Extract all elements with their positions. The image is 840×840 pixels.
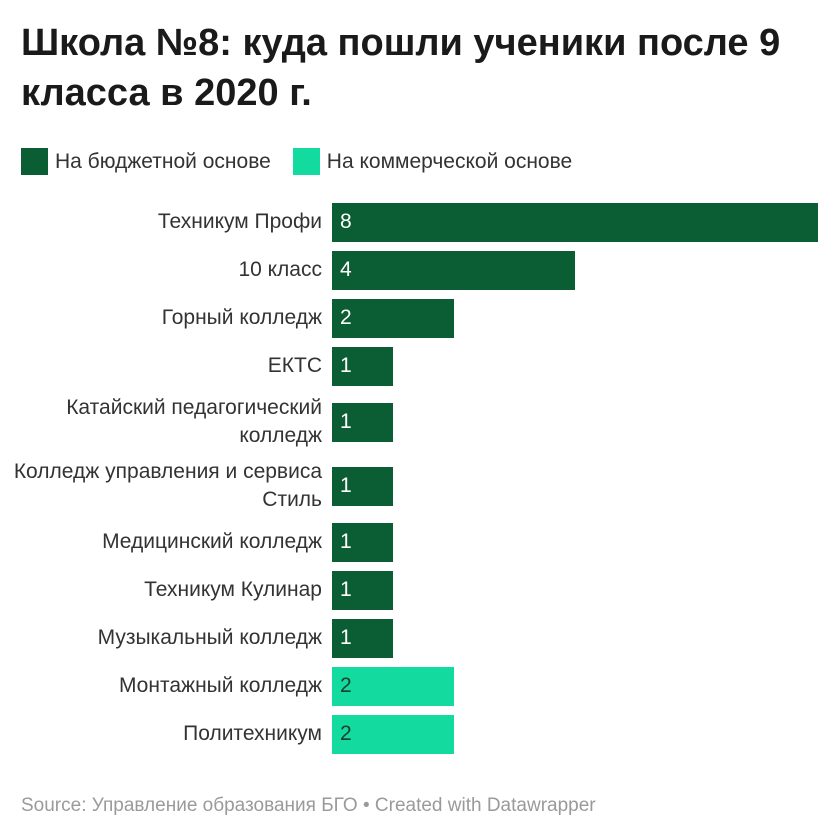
bar-value-label: 1 — [340, 578, 352, 601]
bar-value-label: 1 — [340, 626, 352, 649]
bar-value-label: 1 — [340, 410, 352, 433]
bar: 8 — [332, 202, 818, 242]
legend-swatch-budget — [21, 148, 48, 175]
category-label: Медицинский колледж — [102, 530, 322, 553]
bar: 4 — [332, 250, 575, 290]
legend-item-budget: На бюджетной основе — [21, 148, 271, 175]
source-note: Source: Управление образования БГО • Cre… — [21, 795, 596, 816]
category-label: Горный колледж — [161, 306, 322, 329]
bar-value-label: 2 — [340, 722, 352, 745]
bar-value-label: 8 — [340, 210, 352, 233]
chart-title: Школа №8: куда пошли ученики после 9 кла… — [21, 22, 781, 114]
bar-value-label: 2 — [340, 306, 352, 329]
category-label: Музыкальный колледж — [97, 626, 322, 649]
category-label: Политехникум — [183, 722, 322, 745]
category-label: Монтажный колледж — [118, 674, 322, 697]
category-label: Техникум Профи — [157, 210, 322, 233]
bar-value-label: 1 — [340, 530, 352, 553]
category-label: Колледж управления и сервиса Стиль — [13, 460, 322, 511]
legend-label-budget: На бюджетной основе — [55, 149, 271, 173]
bar: 2 — [332, 714, 454, 754]
bar: 1 — [332, 466, 393, 506]
bar-value-label: 2 — [340, 674, 352, 697]
legend-swatch-commercial — [292, 148, 320, 175]
category-label: ЕКТС — [267, 354, 322, 377]
category-label: 10 класс — [238, 258, 322, 281]
bar-value-label: 1 — [340, 354, 352, 377]
bar: 1 — [332, 522, 393, 562]
bar: 1 — [332, 618, 393, 658]
bar: 2 — [332, 666, 454, 706]
category-label: Техникум Кулинар — [144, 578, 322, 601]
bar: 2 — [332, 298, 454, 338]
bar-value-label: 1 — [340, 474, 352, 497]
bar-value-label: 4 — [340, 258, 352, 281]
category-label: Катайский педагогический колледж — [66, 396, 322, 447]
legend: На бюджетной основе На коммерческой осно… — [21, 148, 594, 175]
legend-label-commercial: На коммерческой основе — [326, 149, 573, 173]
bar: 1 — [332, 402, 393, 442]
legend-item-commercial: На коммерческой основе — [292, 148, 573, 175]
bar: 1 — [332, 346, 393, 386]
bar: 1 — [332, 570, 393, 610]
